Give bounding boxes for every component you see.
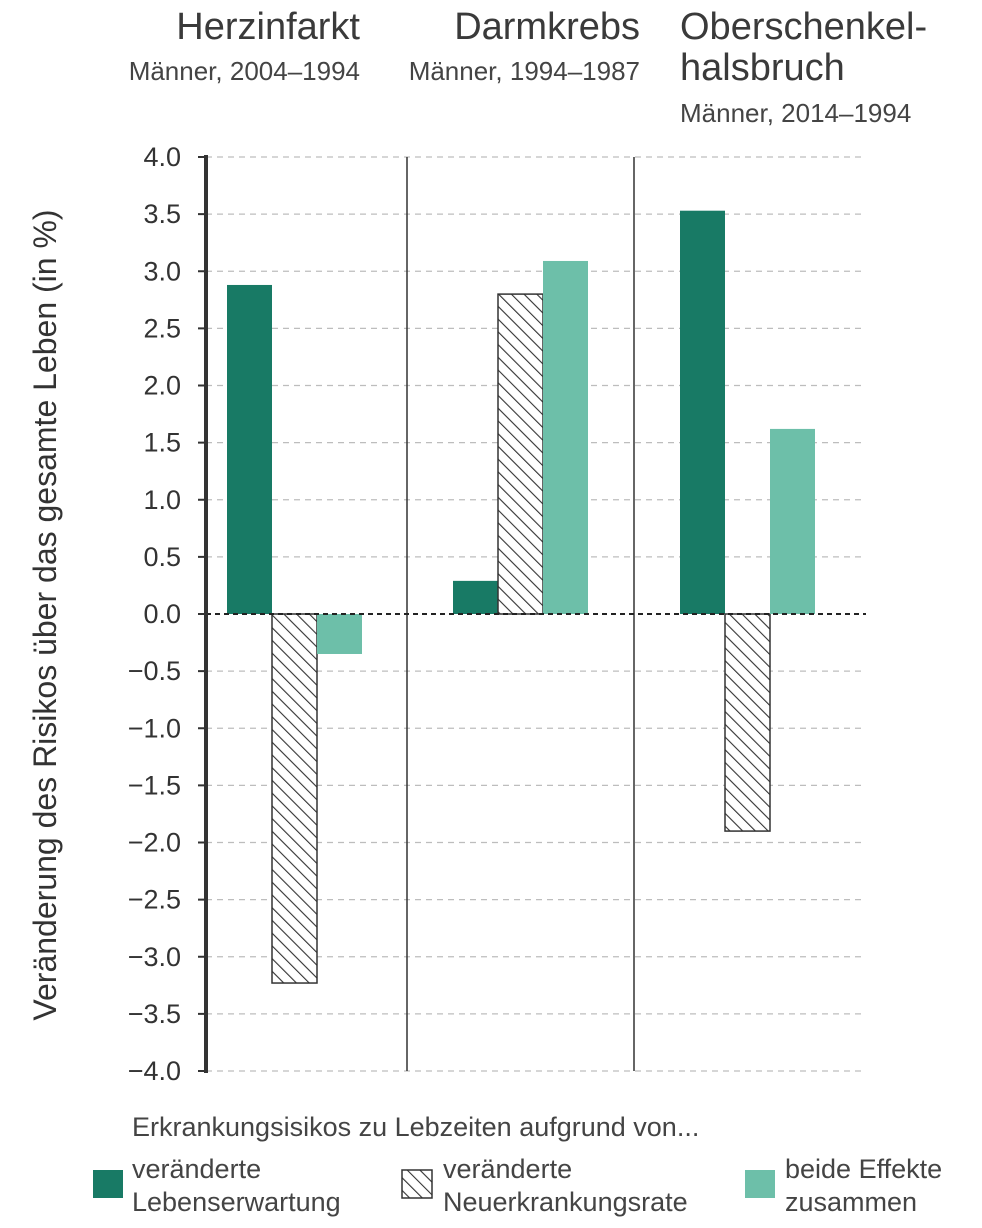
legend-label-neuerkrankungsrate-line2: Neuerkrankungsrate (443, 1187, 688, 1217)
bar (724, 613, 771, 832)
legend-swatch-beide-effekte (745, 1170, 775, 1198)
y-tick-label: 4.0 (143, 142, 181, 172)
bar (317, 614, 362, 654)
legend-title: Erkrankungsisikos zu Lebzeiten aufgrund … (132, 1112, 699, 1142)
group-title-oberschenkelhalsbruch-line2: halsbruch (680, 47, 845, 89)
legend-swatch-lebenserwartung (93, 1170, 123, 1198)
y-tick-label: 2.5 (143, 313, 181, 343)
legend-label-lebenserwartung-line2: Lebenserwartung (132, 1187, 341, 1217)
y-tick-label: 2.0 (143, 371, 181, 401)
group-title-oberschenkelhalsbruch-line1: Oberschenkel- (680, 6, 927, 48)
y-axis-label: Veränderung des Risikos über das gesamte… (27, 209, 63, 1020)
legend-label-lebenserwartung-line1: veränderte (132, 1154, 261, 1184)
bar (453, 580, 498, 614)
bar (227, 284, 272, 614)
y-tick-label: 0.0 (143, 599, 181, 629)
y-tick-label: 1.0 (143, 485, 181, 515)
y-tick-label: −1.0 (128, 713, 181, 743)
y-axis-ticks: 4.0 3.5 3.0 2.5 2.0 1.5 1.0 0.5 0.0 −0.5 −1.0 −1.5 −… (128, 142, 206, 1086)
bars (227, 210, 815, 984)
group-title-herzinfarkt: Herzinfarkt (176, 6, 360, 48)
y-tick-label: −2.0 (128, 828, 181, 858)
y-tick-label: −3.0 (128, 942, 181, 972)
group-subtitle-darmkrebs: Männer, 1994–1987 (409, 56, 640, 86)
y-tick-label: −0.5 (128, 656, 181, 686)
y-tick-label: −2.5 (128, 885, 181, 915)
bar (680, 210, 725, 614)
y-tick-label: −1.5 (128, 770, 181, 800)
group-subtitle-oberschenkelhalsbruch: Männer, 2014–1994 (680, 98, 911, 128)
y-tick-label: 3.5 (143, 199, 181, 229)
legend-label-neuerkrankungsrate-line1: veränderte (443, 1154, 572, 1184)
legend: veränderte Lebenserwartung veränderte Ne… (93, 1154, 942, 1217)
group-subtitle-herzinfarkt: Männer, 2004–1994 (129, 56, 360, 86)
legend-label-beide-effekte-line1: beide Effekte (785, 1154, 942, 1184)
y-tick-label: 1.5 (143, 428, 181, 458)
group-title-darmkrebs: Darmkrebs (454, 6, 640, 48)
legend-swatch-neuerkrankungsrate (401, 1169, 433, 1199)
y-tick-label: −3.5 (128, 999, 181, 1029)
y-tick-label: 0.5 (143, 542, 181, 572)
bar (543, 260, 588, 614)
bar (271, 613, 318, 984)
bar (497, 293, 544, 615)
y-tick-label: 3.0 (143, 256, 181, 286)
bar (770, 428, 815, 614)
y-tick-label: −4.0 (128, 1056, 181, 1086)
legend-label-beide-effekte-line2: zusammen (785, 1187, 917, 1217)
